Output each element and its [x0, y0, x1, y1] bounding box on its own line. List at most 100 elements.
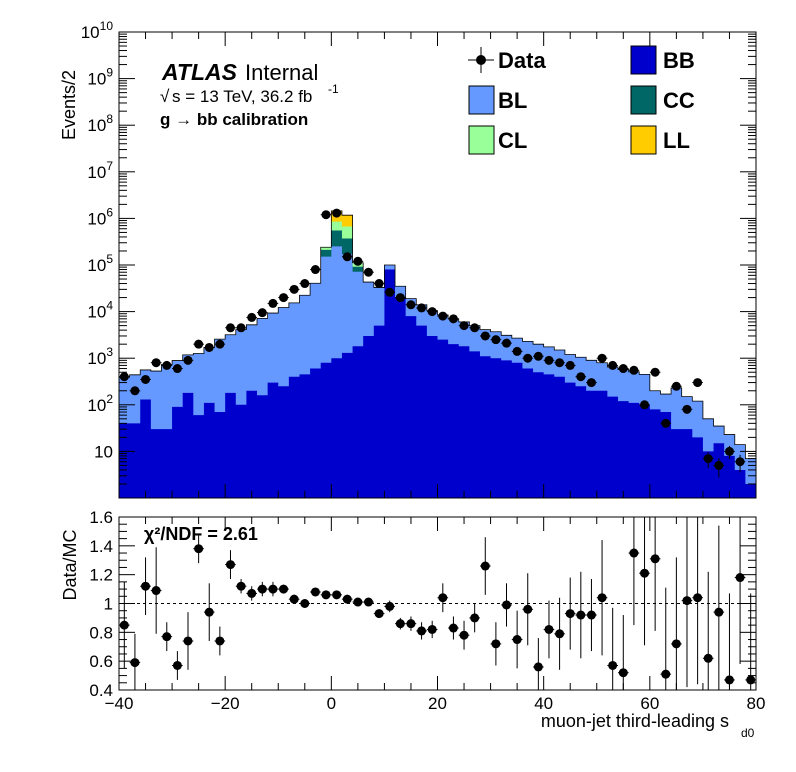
data-point	[236, 323, 246, 333]
ratio-point	[735, 573, 745, 583]
data-point	[544, 355, 554, 365]
data-point	[618, 364, 628, 374]
data-point	[735, 457, 745, 467]
ratio-point	[586, 610, 596, 620]
data-point	[321, 210, 331, 220]
ratio-point	[162, 632, 172, 642]
ratio-y-tick-label: 1.2	[89, 566, 113, 585]
legend-swatch-ll	[630, 125, 657, 155]
data-point	[724, 446, 734, 456]
data-point	[247, 312, 257, 322]
ratio-y-tick-label: 1.6	[89, 508, 113, 527]
data-point	[533, 351, 543, 361]
data-point	[427, 307, 437, 317]
y-tick-label: 109	[87, 66, 113, 89]
ratio-point	[289, 594, 299, 604]
ratio-y-tick-label: 0.8	[89, 623, 113, 642]
y-tick-label: 104	[87, 299, 113, 322]
stacked-mc-histogram	[119, 210, 756, 498]
ratio-point	[438, 593, 448, 603]
legend-label-cl: CL	[498, 128, 527, 153]
ratio-point	[353, 597, 363, 607]
ratio-point	[236, 581, 246, 591]
y-tick-label: 1010	[81, 19, 114, 42]
ratio-point	[533, 662, 543, 672]
process-text: g → bb calibration	[160, 110, 308, 129]
ratio-point	[502, 600, 512, 610]
histogram-bb	[119, 269, 756, 498]
ratio-point	[724, 675, 734, 685]
data-point	[417, 303, 427, 313]
data-point	[693, 378, 703, 388]
ratio-point	[608, 660, 618, 670]
legend-entry-bl: BL	[468, 85, 527, 115]
ratio-point	[395, 619, 405, 629]
ratio-point	[417, 626, 427, 636]
ratio-point	[629, 548, 639, 558]
data-point	[395, 293, 405, 303]
y-tick-label: 105	[87, 252, 113, 275]
data-point	[162, 360, 172, 370]
data-point	[608, 360, 618, 370]
main-y-axis-title: Events/2	[59, 70, 79, 140]
data-point	[332, 208, 342, 218]
data-point	[385, 287, 395, 297]
data-point	[586, 378, 596, 388]
data-points	[119, 208, 746, 478]
atlas-label: ATLAS Internal √ s = 13 TeV, 36.2 fb -1 …	[160, 59, 339, 129]
y-tick-label: 108	[87, 112, 113, 135]
ratio-point	[225, 560, 235, 570]
main-histogram-panel: 10 102 103 104 105 106 107 108 109 1010 Events/2	[59, 19, 757, 499]
data-point	[640, 400, 650, 410]
ratio-point	[703, 653, 713, 663]
ratio-point	[480, 561, 490, 571]
chi2-label: χ²/NDF = 2.61	[144, 524, 258, 544]
data-point	[502, 338, 512, 348]
data-point	[374, 279, 384, 289]
legend-entry-data: Data	[468, 47, 546, 73]
x-tick-label: 60	[640, 694, 659, 713]
data-point	[406, 300, 416, 310]
data-point	[363, 267, 373, 277]
data-point	[172, 364, 182, 374]
data-point	[576, 372, 586, 382]
data-point	[555, 358, 565, 368]
ratio-point	[470, 613, 480, 623]
ratio-point	[321, 590, 331, 600]
data-point	[459, 321, 469, 331]
ratio-point	[576, 610, 586, 620]
data-point	[257, 308, 267, 318]
data-point	[204, 342, 214, 352]
ratio-point	[491, 639, 501, 649]
data-point	[151, 358, 161, 368]
data-point	[289, 284, 299, 294]
data-point	[470, 323, 480, 333]
ratio-point	[363, 597, 373, 607]
x-tick-label: 20	[428, 694, 447, 713]
data-point	[194, 339, 204, 349]
main-x-axis	[118, 32, 757, 498]
data-point	[714, 460, 724, 470]
ratio-point	[300, 599, 310, 608]
data-point	[215, 339, 225, 349]
ratio-point	[141, 581, 151, 591]
ratio-point	[671, 639, 681, 649]
ratio-point	[194, 544, 204, 554]
ratio-point	[151, 586, 161, 596]
data-point	[141, 374, 151, 384]
x-tick-label: 40	[534, 694, 553, 713]
ratio-point	[661, 669, 671, 679]
x-tick-label: −40	[105, 694, 134, 713]
x-tick-label: 0	[327, 694, 336, 713]
x-tick-label: −20	[211, 694, 240, 713]
ratio-y-tick-label: 0.4	[89, 681, 113, 700]
ratio-point	[427, 624, 437, 634]
ratio-point	[640, 568, 650, 578]
data-point	[703, 454, 713, 464]
data-point	[268, 298, 278, 308]
ratio-point	[268, 584, 278, 594]
ratio-point	[172, 660, 182, 670]
legend-entry-cl: CL	[468, 125, 527, 155]
ratio-point	[682, 596, 692, 606]
